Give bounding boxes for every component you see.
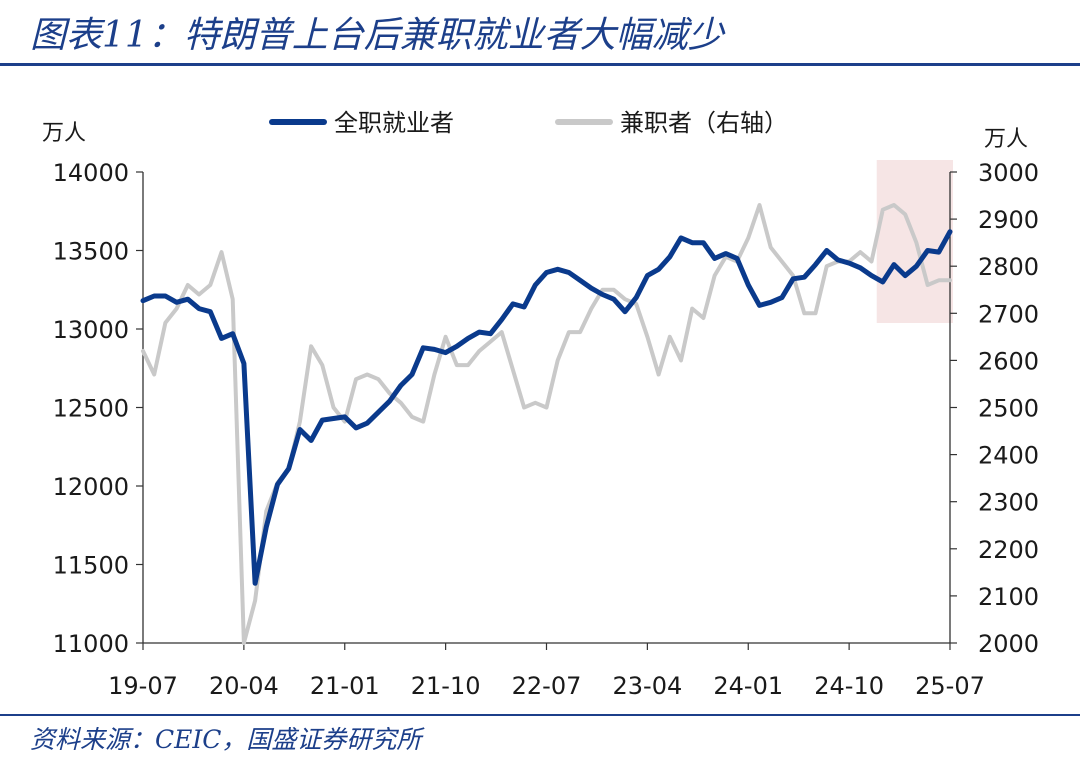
right-tick-label: 2300 — [978, 489, 1039, 517]
axes: 11000 11500 12000 12500 13000 13500 14000 2000 2… — [53, 159, 1039, 700]
x-tick-label: 25-07 — [915, 672, 985, 700]
right-tick-label: 2700 — [978, 300, 1039, 328]
x-tick-label: 24-01 — [713, 672, 783, 700]
x-tick-label: 19-07 — [108, 672, 178, 700]
legend-label-parttime: 兼职者（右轴） — [620, 109, 788, 137]
footer-divider — [0, 714, 1080, 716]
left-tick-label: 12000 — [53, 473, 129, 501]
right-tick-label: 2400 — [978, 442, 1039, 470]
left-axis-unit: 万人 — [42, 121, 86, 146]
x-tick-label: 21-01 — [310, 672, 380, 700]
right-tick-label: 2600 — [978, 347, 1039, 375]
series-layer — [140, 203, 953, 645]
legend: 全职就业者 兼职者（右轴） — [269, 109, 788, 137]
right-tick-label: 2800 — [978, 253, 1039, 281]
left-tick-label: 13500 — [53, 238, 129, 266]
x-tick-label: 23-04 — [613, 672, 683, 700]
left-tick-label: 14000 — [53, 159, 129, 187]
right-axis-unit: 万人 — [984, 127, 1028, 152]
left-tick-label: 11500 — [53, 552, 129, 580]
x-tick-label: 22-07 — [512, 672, 582, 700]
right-tick-label: 2200 — [978, 536, 1039, 564]
title-divider — [0, 63, 1080, 66]
right-tick-label: 2100 — [978, 583, 1039, 611]
series-line-fulltime — [140, 229, 953, 586]
right-tick-label: 2900 — [978, 206, 1039, 234]
x-tick-label: 24-10 — [814, 672, 884, 700]
source-note: 资料来源：CEIC，国盛证券研究所 — [30, 725, 422, 754]
x-tick-label: 20-04 — [209, 672, 279, 700]
right-tick-label: 2000 — [978, 630, 1039, 658]
right-tick-label: 3000 — [978, 159, 1039, 187]
right-tick-label: 2500 — [978, 395, 1039, 423]
x-tick-label: 21-10 — [411, 672, 481, 700]
left-tick-label: 13000 — [53, 316, 129, 344]
left-tick-label: 12500 — [53, 395, 129, 423]
legend-label-fulltime: 全职就业者 — [334, 109, 454, 137]
left-tick-label: 11000 — [53, 630, 129, 658]
page-title: 图表11：特朗普上台后兼职就业者大幅减少 — [30, 15, 724, 56]
